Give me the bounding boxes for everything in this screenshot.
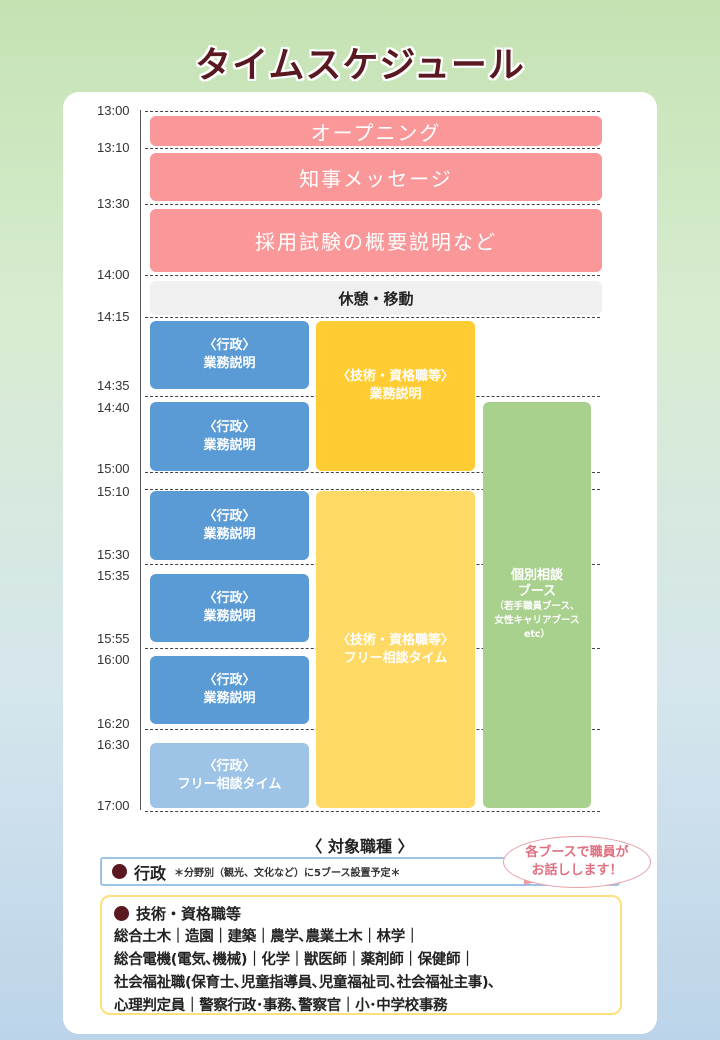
- session-title: フリー相談タイム: [177, 776, 282, 792]
- session-title: 業務説明: [369, 387, 422, 402]
- gyosei-target-note: ＊分野別（観光、文化など）に5ブース設置予定＊: [174, 868, 401, 879]
- grid-line: [145, 148, 600, 149]
- exam-overview-block: 採用試験の概要説明など: [150, 209, 602, 272]
- booth-subtitle: ブース: [517, 584, 557, 599]
- session-category: 〈行政〉: [203, 508, 256, 524]
- time-label: 16:30: [97, 737, 130, 752]
- gijutsu-session-block: 〈技術・資格職等〉 業務説明: [316, 321, 475, 471]
- break-label: 休憩・移動: [338, 289, 414, 308]
- bubble-text: 各ブースで職員が: [525, 845, 629, 860]
- break-block: 休憩・移動: [150, 281, 602, 315]
- exam-overview-label: 採用試験の概要説明など: [255, 230, 497, 254]
- time-label: 15:35: [97, 568, 130, 583]
- gijutsu-free-consult-block: 〈技術・資格職等〉 フリー相談タイム: [316, 491, 475, 808]
- gyosei-free-consult-block: 〈行政〉 フリー相談タイム: [150, 743, 309, 808]
- gyosei-session-block: 〈行政〉 業務説明: [150, 574, 309, 642]
- session-category: 〈技術・資格職等〉: [336, 369, 454, 384]
- grid-line: [145, 111, 600, 112]
- session-title: 業務説明: [203, 691, 256, 706]
- time-label: 14:00: [97, 267, 130, 282]
- session-category: 〈行政〉: [203, 673, 256, 688]
- time-label: 16:00: [97, 652, 130, 667]
- session-title: 業務説明: [203, 526, 256, 542]
- target-heading: 〈 対象職種 〉: [306, 837, 414, 856]
- bullet-icon: [114, 906, 129, 921]
- time-label: 16:20: [97, 716, 130, 731]
- occupation-list-line: 社会福祉職(保育士､児童指導員､児童福祉司､社会福祉主事)､: [114, 975, 496, 991]
- time-label: 13:10: [97, 140, 130, 155]
- session-title: フリー相談タイム: [343, 650, 448, 666]
- occupation-list-line: 総合土木｜造園｜建築｜農学､農業土木｜林学｜: [114, 929, 420, 945]
- occupation-list-line: 総合電機(電気､機械)｜化学｜獣医師｜薬剤師｜保健師｜: [114, 952, 475, 968]
- governor-message-label: 知事メッセージ: [299, 166, 453, 191]
- booth-note: 女性キャリアブース: [494, 615, 580, 626]
- bubble-text: お話しします！: [531, 863, 623, 878]
- booth-note: （若手職員ブース、: [494, 601, 580, 612]
- time-label: 13:00: [97, 103, 130, 118]
- gyosei-session-block: 〈行政〉 業務説明: [150, 491, 309, 560]
- session-category: 〈技術・資格職等〉: [336, 632, 454, 648]
- time-label: 15:00: [97, 461, 130, 476]
- grid-line: [145, 204, 600, 205]
- session-title: 業務説明: [203, 437, 256, 453]
- gyosei-session-block: 〈行政〉 業務説明: [150, 656, 309, 724]
- gyosei-target-label: 行政: [134, 863, 167, 883]
- page-title: タイムスケジュール: [195, 45, 525, 86]
- governor-message-block: 知事メッセージ: [150, 153, 602, 201]
- session-title: 業務説明: [203, 356, 256, 371]
- time-label: 15:10: [97, 484, 130, 499]
- grid-line: [145, 811, 600, 812]
- gijutsu-target-label: 技術・資格職等: [136, 905, 242, 923]
- grid-line: [145, 275, 600, 276]
- session-category: 〈行政〉: [203, 338, 256, 353]
- session-category: 〈行政〉: [203, 591, 256, 606]
- session-category: 〈行政〉: [203, 758, 256, 774]
- time-label: 17:00: [97, 798, 130, 813]
- bullet-icon: [112, 864, 127, 879]
- grid-line: [145, 472, 600, 473]
- time-label: 14:15: [97, 309, 130, 324]
- time-label: 15:30: [97, 547, 130, 562]
- time-label: 14:35: [97, 378, 130, 393]
- individual-booth-block: 個別相談 ブース （若手職員ブース、 女性キャリアブース etc）: [483, 402, 591, 808]
- opening-block: オープニング: [150, 116, 602, 146]
- opening-label: オープニング: [310, 120, 442, 145]
- session-category: 〈行政〉: [203, 419, 256, 435]
- gyosei-session-block: 〈行政〉 業務説明: [150, 321, 309, 389]
- gijutsu-target-box: 技術・資格職等 総合土木｜造園｜建築｜農学､農業土木｜林学｜ 総合電機(電気､機…: [100, 895, 622, 1015]
- grid-line: [145, 489, 600, 490]
- occupation-list-line: 心理判定員｜警察行政･事務､警察官｜小･中学校事務: [114, 998, 448, 1014]
- booth-title: 個別相談: [510, 568, 563, 583]
- time-axis: [140, 110, 141, 810]
- gyosei-session-block: 〈行政〉 業務説明: [150, 402, 309, 471]
- time-label: 13:30: [97, 196, 130, 211]
- time-label: 15:55: [97, 631, 130, 646]
- time-label: 14:40: [97, 400, 130, 415]
- speech-bubble: 各ブースで職員が お話しします！: [503, 836, 651, 888]
- booth-note: etc）: [523, 629, 551, 640]
- session-title: 業務説明: [203, 609, 256, 624]
- grid-line: [145, 317, 600, 318]
